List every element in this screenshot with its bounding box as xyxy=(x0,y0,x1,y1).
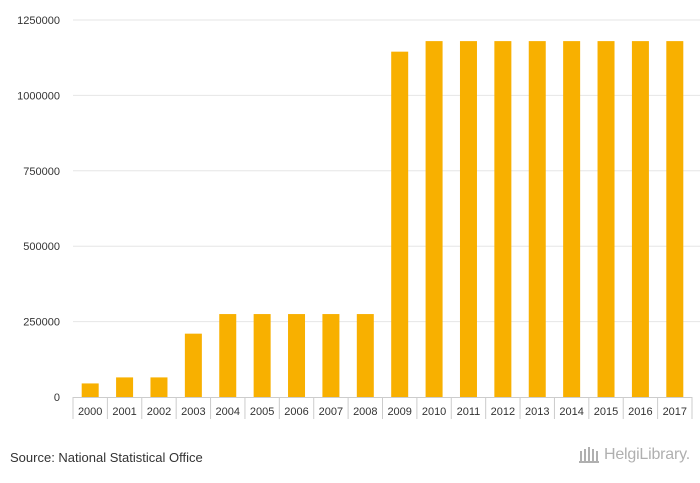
x-tick-label: 2007 xyxy=(319,406,343,418)
x-tick-label: 2015 xyxy=(594,406,618,418)
brand-name: HelgiLibrary. xyxy=(603,446,690,463)
y-tick-label: 1000000 xyxy=(17,90,60,102)
brand-logo[interactable]: HelgiLibrary. xyxy=(578,446,690,464)
x-tick-label: 2000 xyxy=(78,406,102,418)
bar-2004[interactable] xyxy=(219,314,237,397)
x-axis: 2000 2001 2002 2003 2004 2005 2006 2007 2008 2009… xyxy=(72,397,693,419)
y-tick-label: 1250000 xyxy=(17,15,60,27)
bar-2010[interactable] xyxy=(425,41,443,397)
grid-lines xyxy=(73,19,700,323)
bars xyxy=(81,41,684,397)
x-tick-label: 2017 xyxy=(663,406,687,418)
x-tick-label: 2002 xyxy=(147,406,171,418)
bar-2011[interactable] xyxy=(459,41,477,397)
bar-2008[interactable] xyxy=(356,314,374,397)
library-building-icon xyxy=(578,447,599,463)
y-tick-label: 750000 xyxy=(23,166,60,178)
y-tick-label: 250000 xyxy=(23,317,60,329)
x-tick-label: 2004 xyxy=(216,406,240,418)
bar-2013[interactable] xyxy=(528,41,546,397)
x-tick-label: 2001 xyxy=(112,406,136,418)
bar-2014[interactable] xyxy=(563,41,581,397)
bar-2002[interactable] xyxy=(150,377,168,397)
bar-2005[interactable] xyxy=(253,314,271,397)
x-tick-label: 2005 xyxy=(250,406,274,418)
x-tick-label: 2003 xyxy=(181,406,205,418)
x-tick-label: 2008 xyxy=(353,406,377,418)
x-tick-label: 2011 xyxy=(457,406,481,418)
x-tick-label: 2014 xyxy=(559,406,583,418)
bar-2009[interactable] xyxy=(391,51,409,397)
x-tick-label: 2010 xyxy=(422,406,446,418)
bar-2017[interactable] xyxy=(666,41,684,397)
bar-2015[interactable] xyxy=(597,41,615,397)
y-tick-label: 0 xyxy=(54,392,60,404)
x-tick-label: 2016 xyxy=(628,406,652,418)
x-tick-label: 2009 xyxy=(387,406,411,418)
bar-2003[interactable] xyxy=(184,333,202,397)
y-axis-ticks: 0 250000 500000 750000 1000000 1250000 xyxy=(17,15,60,404)
y-tick-label: 500000 xyxy=(23,241,60,253)
x-tick-label: 2013 xyxy=(525,406,549,418)
bar-2007[interactable] xyxy=(322,314,340,397)
source-note: Source: National Statistical Office xyxy=(10,450,203,465)
bar-2006[interactable] xyxy=(288,314,306,397)
bar-2016[interactable] xyxy=(631,41,649,397)
x-tick-label: 2012 xyxy=(491,406,515,418)
x-tick-label: 2006 xyxy=(284,406,308,418)
bar-2001[interactable] xyxy=(116,377,134,397)
bar-2012[interactable] xyxy=(494,41,512,397)
bar-2000[interactable] xyxy=(81,383,99,397)
